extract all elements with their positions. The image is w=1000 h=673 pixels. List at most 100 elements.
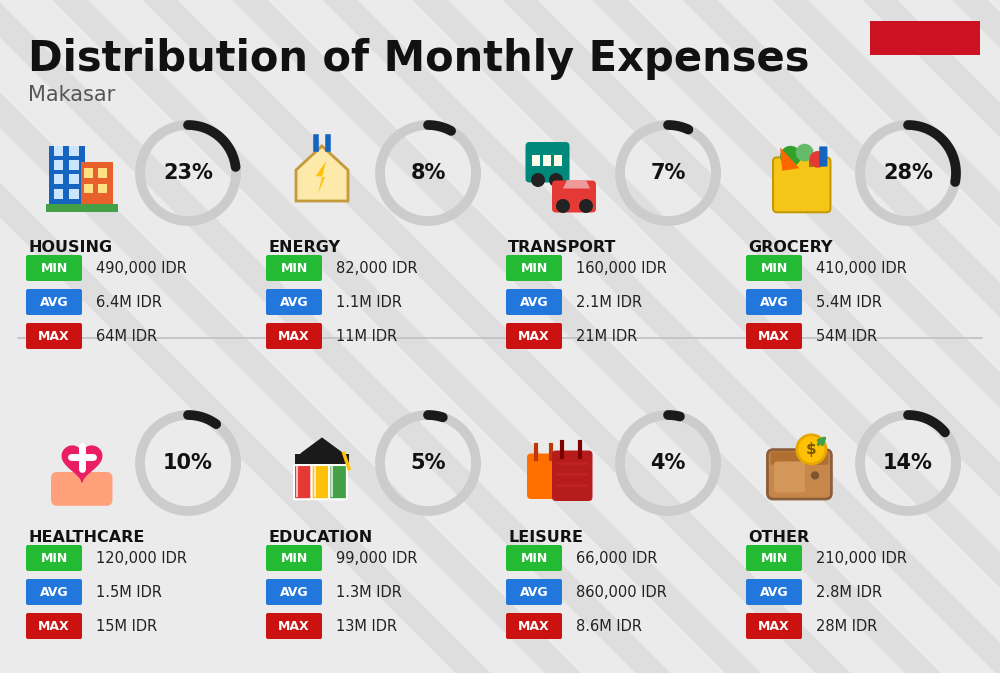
FancyBboxPatch shape	[266, 289, 322, 315]
Text: AVG: AVG	[280, 586, 308, 598]
Polygon shape	[296, 146, 348, 201]
FancyBboxPatch shape	[26, 613, 82, 639]
Text: 7%: 7%	[650, 163, 686, 183]
FancyBboxPatch shape	[54, 188, 63, 199]
Polygon shape	[780, 147, 799, 171]
Text: MIN: MIN	[40, 262, 68, 275]
Circle shape	[531, 173, 545, 187]
Text: 8%: 8%	[410, 163, 446, 183]
Text: Makasar: Makasar	[28, 85, 115, 105]
FancyBboxPatch shape	[266, 545, 322, 571]
FancyBboxPatch shape	[26, 289, 82, 315]
FancyBboxPatch shape	[770, 452, 828, 465]
Text: MIN: MIN	[40, 551, 68, 565]
Text: Distribution of Monthly Expenses: Distribution of Monthly Expenses	[28, 38, 810, 80]
Text: 28%: 28%	[883, 163, 933, 183]
Circle shape	[556, 199, 570, 213]
Text: 120,000 IDR: 120,000 IDR	[96, 551, 187, 566]
FancyBboxPatch shape	[295, 454, 349, 464]
Text: 14%: 14%	[883, 453, 933, 473]
FancyBboxPatch shape	[774, 462, 805, 493]
Text: 11M IDR: 11M IDR	[336, 329, 397, 344]
Circle shape	[579, 199, 593, 213]
Text: 13M IDR: 13M IDR	[336, 619, 397, 634]
Polygon shape	[316, 161, 326, 194]
Text: MIN: MIN	[520, 262, 548, 275]
Circle shape	[796, 144, 813, 162]
FancyBboxPatch shape	[746, 613, 802, 639]
Text: AVG: AVG	[40, 295, 68, 308]
Text: 1.3M IDR: 1.3M IDR	[336, 585, 402, 600]
FancyBboxPatch shape	[54, 146, 63, 155]
Text: MAX: MAX	[518, 330, 550, 343]
Text: AVG: AVG	[520, 586, 548, 598]
Text: 54M IDR: 54M IDR	[816, 329, 877, 344]
Text: 1.5M IDR: 1.5M IDR	[96, 585, 162, 600]
FancyBboxPatch shape	[26, 323, 82, 349]
Text: 4%: 4%	[650, 453, 686, 473]
Text: 410,000 IDR: 410,000 IDR	[816, 261, 907, 276]
Polygon shape	[300, 437, 344, 464]
Text: 21M IDR: 21M IDR	[576, 329, 637, 344]
FancyBboxPatch shape	[69, 188, 79, 199]
Text: TRANSPORT: TRANSPORT	[508, 240, 616, 255]
FancyBboxPatch shape	[767, 450, 831, 499]
FancyBboxPatch shape	[746, 323, 802, 349]
FancyBboxPatch shape	[54, 160, 63, 170]
FancyBboxPatch shape	[98, 168, 107, 178]
FancyBboxPatch shape	[69, 160, 79, 170]
Text: AVG: AVG	[40, 586, 68, 598]
FancyBboxPatch shape	[506, 579, 562, 605]
Text: MAX: MAX	[278, 330, 310, 343]
Text: 1.1M IDR: 1.1M IDR	[336, 295, 402, 310]
FancyBboxPatch shape	[84, 184, 93, 193]
Text: 5%: 5%	[410, 453, 446, 473]
Text: $: $	[806, 442, 817, 457]
FancyBboxPatch shape	[506, 255, 562, 281]
Text: MIN: MIN	[280, 551, 308, 565]
FancyBboxPatch shape	[294, 465, 312, 499]
Text: MAX: MAX	[38, 620, 70, 633]
FancyBboxPatch shape	[506, 545, 562, 571]
Text: 64M IDR: 64M IDR	[96, 329, 157, 344]
FancyBboxPatch shape	[552, 180, 596, 213]
Text: OTHER: OTHER	[748, 530, 809, 545]
Polygon shape	[563, 180, 590, 188]
Circle shape	[811, 471, 819, 480]
Text: AVG: AVG	[760, 586, 788, 598]
Text: AVG: AVG	[520, 295, 548, 308]
FancyBboxPatch shape	[49, 146, 85, 206]
Text: 99,000 IDR: 99,000 IDR	[336, 551, 418, 566]
FancyBboxPatch shape	[26, 545, 82, 571]
FancyBboxPatch shape	[84, 168, 93, 178]
FancyBboxPatch shape	[54, 174, 63, 184]
FancyBboxPatch shape	[98, 184, 107, 193]
Text: 210,000 IDR: 210,000 IDR	[816, 551, 907, 566]
Text: EDUCATION: EDUCATION	[268, 530, 372, 545]
Text: 6.4M IDR: 6.4M IDR	[96, 295, 162, 310]
Text: GROCERY: GROCERY	[748, 240, 832, 255]
Text: 2.8M IDR: 2.8M IDR	[816, 585, 882, 600]
FancyBboxPatch shape	[532, 155, 540, 166]
Text: MIN: MIN	[760, 551, 788, 565]
FancyBboxPatch shape	[870, 21, 980, 55]
FancyBboxPatch shape	[266, 323, 322, 349]
Text: 82,000 IDR: 82,000 IDR	[336, 261, 418, 276]
Text: MAX: MAX	[278, 620, 310, 633]
Text: MAX: MAX	[758, 620, 790, 633]
FancyBboxPatch shape	[773, 157, 830, 212]
Text: 15M IDR: 15M IDR	[96, 619, 157, 634]
FancyBboxPatch shape	[506, 323, 562, 349]
Text: MAX: MAX	[518, 620, 550, 633]
Text: 66,000 IDR: 66,000 IDR	[576, 551, 658, 566]
FancyBboxPatch shape	[506, 289, 562, 315]
Text: 2.1M IDR: 2.1M IDR	[576, 295, 642, 310]
FancyBboxPatch shape	[81, 162, 113, 206]
Circle shape	[549, 173, 563, 187]
FancyBboxPatch shape	[266, 613, 322, 639]
FancyBboxPatch shape	[69, 174, 79, 184]
Text: 160,000 IDR: 160,000 IDR	[576, 261, 667, 276]
Text: AVG: AVG	[280, 295, 308, 308]
FancyBboxPatch shape	[527, 454, 562, 499]
FancyBboxPatch shape	[266, 579, 322, 605]
